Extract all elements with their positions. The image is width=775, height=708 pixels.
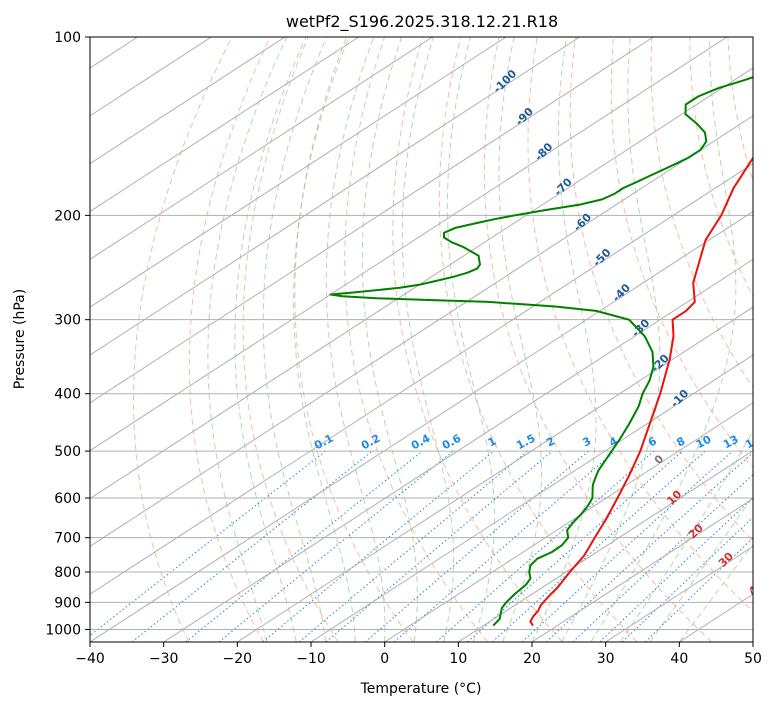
moist-adiabat — [531, 37, 597, 642]
dry-adiabat — [438, 37, 638, 642]
dry-adiabats — [132, 37, 753, 642]
isotherm-line — [90, 37, 580, 356]
mixing-ratio-line — [622, 516, 753, 642]
dry-adiabat — [483, 37, 713, 642]
chart-title: wetPf2_S196.2025.318.12.21.R18 — [286, 12, 558, 32]
mixing-ratio-line — [572, 474, 753, 642]
moist-adiabat — [446, 37, 495, 642]
moist-adiabat — [590, 37, 737, 642]
y-tick-label: 900 — [54, 595, 81, 611]
dry-adiabat — [242, 37, 339, 642]
isotherm-line — [90, 37, 359, 213]
y-tick-label: 200 — [54, 208, 81, 224]
isotherm-line — [90, 115, 753, 547]
x-tick-label: −10 — [296, 651, 326, 667]
dry-adiabat — [650, 37, 753, 389]
x-tick-label: −40 — [75, 651, 105, 667]
moist-adiabat — [561, 37, 661, 642]
dry-adiabat — [527, 37, 753, 613]
axis-ticks: −40 −30 −20 −10 0 10 20 30 40 50 1000 900 800 700 600 5… — [45, 30, 762, 667]
moist-adiabat — [649, 495, 753, 642]
y-axis-title: Pressure (hPa) — [12, 289, 28, 389]
mixing-ratio-lines — [90, 450, 753, 642]
mixing-ratio-label: 16 — [743, 433, 763, 452]
moist-adiabat — [262, 37, 327, 642]
isotherms — [90, 37, 753, 642]
moist-adiabat — [498, 37, 542, 642]
mixing-ratio-line — [393, 450, 616, 642]
y-tick-label: 700 — [54, 531, 81, 547]
mixing-ratio-line — [467, 450, 683, 642]
x-tick-label: 0 — [380, 651, 389, 667]
mixing-ratio-line — [325, 450, 553, 642]
dry-adiabat — [392, 37, 563, 642]
x-tick-label: 20 — [523, 651, 541, 667]
y-tick-label: 800 — [54, 565, 81, 581]
mixing-ratio-line — [298, 450, 528, 642]
sounding-traces — [329, 76, 753, 627]
moist-adiabat — [292, 37, 356, 642]
moist-adiabat — [234, 37, 307, 642]
dry-adiabat — [132, 37, 233, 642]
plot-frame — [89, 36, 754, 643]
dry-adiabat — [727, 37, 753, 183]
x-tick-label: 40 — [670, 651, 688, 667]
isotherm-line — [237, 306, 753, 642]
moist-adiabat — [401, 37, 455, 642]
isotherm-line — [90, 210, 753, 642]
moist-adiabat — [678, 543, 753, 642]
moist-adiabat — [361, 37, 418, 642]
isotherm-line — [90, 163, 753, 595]
pressure-gridlines — [90, 37, 753, 630]
moist-adiabat — [619, 429, 753, 642]
x-tick-label: −20 — [223, 651, 253, 667]
x-tick-label: 50 — [744, 651, 762, 667]
y-tick-label: 100 — [54, 30, 81, 46]
x-tick-label: −30 — [149, 651, 179, 667]
y-tick-label: 600 — [54, 491, 81, 507]
moist-adiabats — [207, 37, 753, 642]
mixing-ratio-line — [262, 450, 495, 642]
temperature-trace — [529, 156, 753, 627]
isotherm-line — [310, 354, 753, 642]
isotherm-line — [90, 37, 507, 308]
y-tick-label: 400 — [54, 387, 81, 403]
isotherm-line — [384, 402, 753, 642]
dry-adiabat — [689, 37, 753, 298]
moist-adiabat — [207, 37, 288, 642]
mixing-ratio-line — [218, 450, 454, 642]
y-tick-label: 300 — [54, 313, 81, 329]
isotherm-label: 40 — [746, 578, 766, 598]
isotherm-line — [531, 497, 753, 642]
isotherm-line — [90, 37, 728, 452]
dry-adiabat — [569, 37, 753, 543]
mixing-ratio-label: 13 — [721, 433, 741, 452]
y-tick-label: 1000 — [45, 622, 81, 638]
isotherm-line — [90, 37, 433, 260]
dry-adiabat — [294, 37, 414, 642]
mixing-ratio-line — [185, 450, 423, 642]
moist-adiabat — [325, 37, 386, 642]
mixing-ratio-label: 10 — [694, 433, 714, 452]
isotherm-line — [90, 37, 286, 165]
x-tick-label: 10 — [449, 651, 467, 667]
dewpoint-trace — [329, 76, 753, 627]
x-axis-title: Temperature (°C) — [360, 681, 482, 697]
isotherm-line — [90, 67, 753, 500]
isotherm-line — [163, 258, 753, 642]
isotherm-line — [90, 37, 654, 404]
y-tick-label: 500 — [54, 444, 81, 460]
isotherm-line — [458, 450, 753, 642]
dry-adiabat — [188, 37, 271, 642]
x-tick-label: 30 — [597, 651, 615, 667]
